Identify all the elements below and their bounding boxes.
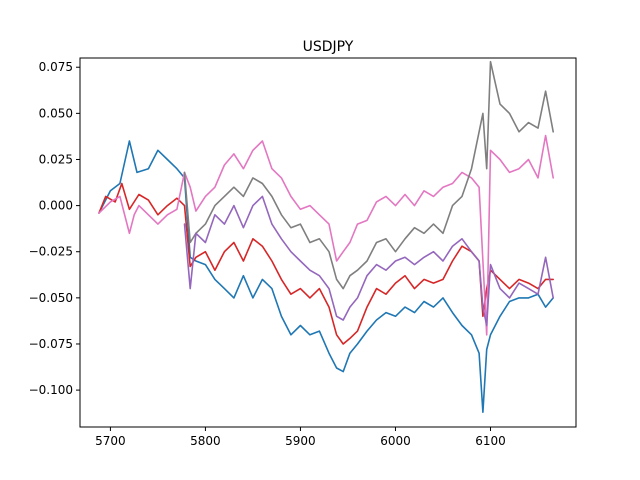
chart-title: USDJPY	[303, 39, 354, 55]
y-tick-label: 0.050	[39, 106, 73, 120]
x-tick-label: 5700	[95, 434, 126, 448]
y-tick-label: −0.100	[29, 383, 73, 397]
x-axis-ticks: 5700 5800 5900 6000 6100	[95, 427, 506, 448]
x-tick-label: 5800	[190, 434, 221, 448]
x-tick-label: 5900	[285, 434, 316, 448]
x-tick-label: 6000	[380, 434, 411, 448]
axes-layer	[79, 57, 577, 428]
series-line-5	[183, 195, 555, 327]
y-tick-label: −0.075	[29, 337, 73, 351]
y-tick-label: −0.025	[29, 245, 73, 259]
y-tick-label: 0.025	[39, 152, 73, 166]
y-tick-label: −0.050	[29, 291, 73, 305]
series-line-1	[98, 140, 555, 414]
series-line-3	[98, 134, 555, 336]
y-axis-ticks: −0.100 −0.075 −0.050 −0.025 0.000 0.025 0.050 0…	[29, 60, 80, 397]
x-tick-label: 6100	[475, 434, 506, 448]
y-tick-label: 0.075	[39, 60, 73, 74]
series-layer	[98, 60, 555, 414]
y-tick-label: 0.000	[39, 199, 73, 213]
series-line-4	[183, 60, 555, 290]
plot-area-frame	[79, 57, 577, 428]
